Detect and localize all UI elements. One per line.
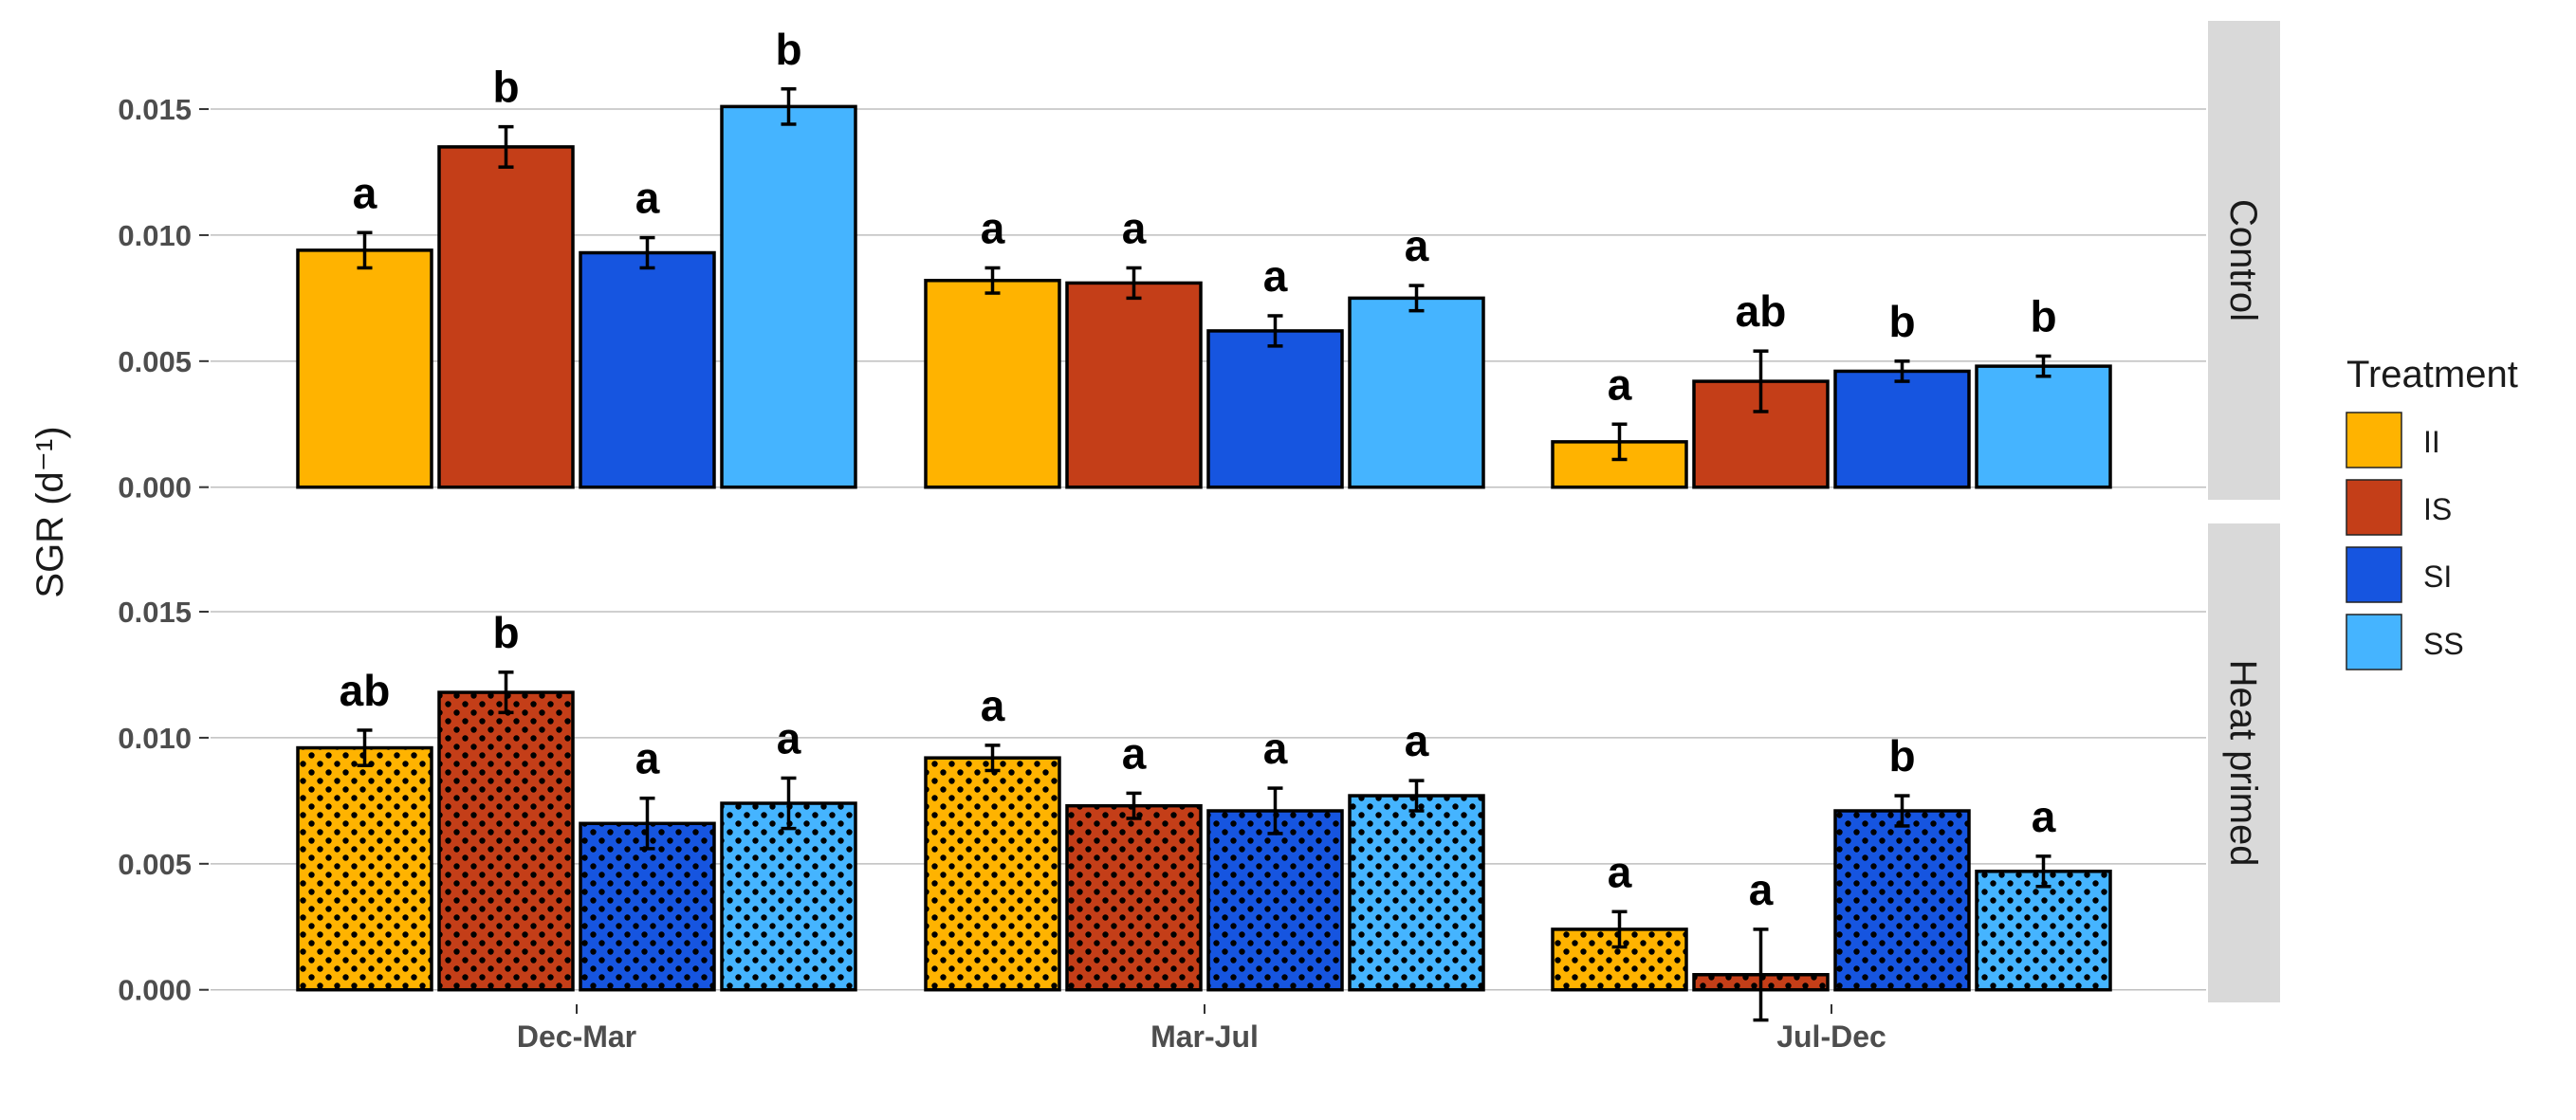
y-tick-label: 0.015 [118,596,192,629]
legend-label-IS: IS [2423,492,2452,526]
y-tick-label: 0.000 [118,471,192,505]
significance-letter: ab [1736,286,1787,336]
significance-letter: a [353,168,377,217]
legend-title: Treatment [2346,354,2518,395]
x-tick-label: Dec-Mar [517,1019,636,1054]
facet-strip [2208,21,2280,500]
significance-letter: a [635,174,660,223]
significance-letter: a [1405,716,1429,765]
bar-SI-Mar-Jul [1208,330,1342,487]
bar-pattern [1977,871,2110,990]
significance-letter: b [1888,297,1915,346]
x-axis: Dec-Mar Mar-Jul Jul-Dec [517,1004,1886,1054]
legend-label-II: II [2423,425,2440,459]
facet-strip [2208,523,2280,1002]
significance-letter: a [1263,251,1288,301]
significance-letter: a [1608,847,1632,896]
bar-pattern [1208,811,1342,990]
significance-letter: a [1122,203,1147,252]
y-tick-label: 0.010 [118,722,192,755]
bar-pattern [722,803,856,990]
bar-IS-Dec-Mar [439,146,573,487]
legend-label-SI: SI [2423,560,2452,594]
facet-strip-label: Heat primed [2222,660,2264,867]
legend-swatch-SS [2346,614,2402,670]
significance-letter: a [1122,728,1147,778]
bar-pattern [1067,805,1201,990]
bar-pattern [439,692,573,990]
legend-swatch-SI [2346,546,2402,603]
facet-strip-label: Control [2222,199,2264,321]
y-tick-label: 0.015 [118,93,192,126]
significance-letter: ab [340,666,391,715]
bar-IS-Mar-Jul [1067,283,1201,487]
x-tick-label: Jul-Dec [1776,1019,1886,1054]
y-tick-label: 0.010 [118,219,192,252]
significance-letter: a [777,713,801,762]
significance-letter: b [1888,731,1915,780]
significance-letter: a [981,203,1005,252]
significance-letter: b [2030,292,2056,341]
y-tick-label: 0.000 [118,974,192,1007]
significance-letter: a [1405,221,1429,270]
significance-letter: a [1608,359,1632,409]
significance-letter: b [492,63,519,112]
significance-letter: a [1263,724,1288,773]
bar-SI-Jul-Dec [1835,371,1969,487]
bar-SS-Mar-Jul [1350,298,1483,487]
x-tick-label: Mar-Jul [1150,1019,1259,1054]
y-axis-label: SGR (d⁻¹) [29,426,71,597]
bar-II-Mar-Jul [926,280,1059,487]
bar-pattern [298,747,432,990]
legend-label-SS: SS [2423,627,2464,661]
legend-entries: II IS SI SS [2346,412,2464,670]
bar-SI-Dec-Mar [580,252,714,487]
significance-letter: a [981,681,1005,730]
significance-letter: b [492,608,519,657]
significance-letter: b [775,25,801,74]
significance-letter: a [2032,792,2056,841]
y-tick-label: 0.005 [118,345,192,378]
bar-pattern [580,823,714,990]
legend-swatch-IS [2346,479,2402,536]
legend-swatch-II [2346,412,2402,468]
significance-letter: a [1749,865,1774,914]
bar-SS-Dec-Mar [722,106,856,487]
bar-pattern [1835,811,1969,990]
bar-II-Dec-Mar [298,249,432,487]
y-tick-label: 0.005 [118,848,192,881]
bar-pattern [1350,796,1483,990]
legend: Treatment II IS SI SS [2346,354,2518,670]
bar-SS-Jul-Dec [1977,366,2110,487]
significance-letter: a [635,734,660,783]
bar-pattern [926,758,1059,990]
